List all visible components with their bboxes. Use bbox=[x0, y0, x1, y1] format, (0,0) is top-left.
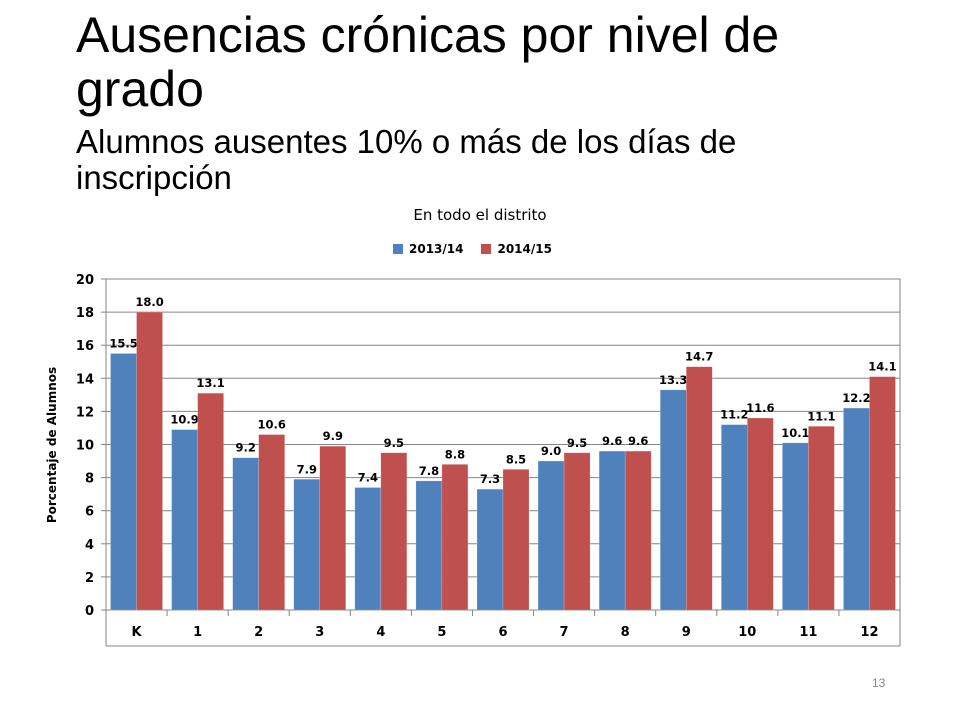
data-label: 9.5 bbox=[384, 436, 404, 450]
bar-8-series-1 bbox=[598, 450, 626, 611]
data-label: 7.8 bbox=[419, 464, 439, 478]
data-label: 9.6 bbox=[602, 434, 622, 448]
bar-8-series-2 bbox=[624, 450, 652, 611]
data-label: 11.6 bbox=[746, 401, 774, 415]
data-label: 8.8 bbox=[445, 447, 465, 461]
bar-2-series-1 bbox=[232, 457, 259, 611]
bar-2-series-2 bbox=[258, 434, 285, 611]
data-label: 9.9 bbox=[323, 429, 343, 443]
data-label: 13.1 bbox=[196, 376, 224, 390]
bar-7-series-1 bbox=[537, 460, 565, 611]
bar-4-series-1 bbox=[354, 487, 382, 611]
chart-legend: 2013/14 2014/15 bbox=[393, 242, 570, 256]
bar-K-series-1 bbox=[110, 353, 137, 611]
data-label: 14.1 bbox=[868, 360, 896, 374]
x-tick-label: 7 bbox=[560, 625, 569, 640]
data-label: 9.2 bbox=[236, 441, 256, 455]
bar-4-series-2 bbox=[380, 452, 408, 611]
data-label: 8.5 bbox=[506, 452, 526, 466]
bar-11-series-2 bbox=[808, 426, 835, 611]
legend-swatch-series-2 bbox=[481, 244, 492, 254]
bar-7-series-2 bbox=[563, 452, 591, 611]
data-label: 10.6 bbox=[258, 418, 286, 432]
data-label: 9.0 bbox=[541, 444, 561, 458]
y-tick-label: 12 bbox=[76, 405, 94, 420]
y-tick-label: 4 bbox=[85, 538, 94, 553]
bar-K-series-2 bbox=[136, 311, 163, 611]
x-tick-label: 3 bbox=[315, 625, 324, 640]
y-tick-label: 16 bbox=[76, 339, 94, 354]
y-tick-label: 0 bbox=[85, 604, 94, 619]
bar-9-series-1 bbox=[659, 389, 687, 611]
x-tick-label: 6 bbox=[498, 625, 507, 640]
data-label: 10.9 bbox=[170, 413, 198, 427]
x-tick-label: 2 bbox=[254, 625, 263, 640]
x-tick-label: 11 bbox=[799, 625, 817, 640]
data-label: 10.1 bbox=[781, 426, 809, 440]
bar-9-series-2 bbox=[685, 366, 713, 611]
bar-12-series-2 bbox=[869, 376, 896, 611]
legend-swatch-series-1 bbox=[393, 244, 403, 254]
y-tick-label: 18 bbox=[76, 306, 94, 321]
data-label: 7.3 bbox=[480, 472, 500, 486]
bar-10-series-2 bbox=[747, 417, 774, 611]
y-tick-label: 2 bbox=[85, 571, 94, 586]
x-tick-label: K bbox=[131, 625, 142, 640]
data-label: 7.4 bbox=[358, 471, 378, 485]
bar-1-series-1 bbox=[171, 429, 198, 611]
slide-subtitle: Alumnos ausentes 10% o más de los días d… bbox=[76, 123, 737, 196]
bar-12-series-1 bbox=[843, 407, 870, 611]
bar-3-series-2 bbox=[319, 445, 347, 611]
bar-5-series-2 bbox=[441, 464, 469, 611]
legend-label-series-2: 2014/15 bbox=[497, 242, 552, 256]
y-tick-label: 6 bbox=[85, 505, 94, 520]
legend-item-series-2: 2014/15 bbox=[481, 242, 552, 256]
data-label: 11.1 bbox=[807, 409, 835, 423]
data-label: 9.6 bbox=[628, 434, 648, 448]
bar-6-series-2 bbox=[502, 469, 530, 611]
y-tick-label: 20 bbox=[76, 273, 94, 288]
x-tick-label: 1 bbox=[193, 625, 202, 640]
data-label: 11.2 bbox=[720, 408, 748, 422]
bar-11-series-1 bbox=[782, 442, 809, 611]
data-label: 13.3 bbox=[659, 373, 687, 387]
y-tick-label: 10 bbox=[76, 439, 94, 454]
x-tick-label: 8 bbox=[621, 625, 630, 640]
bar-6-series-1 bbox=[476, 488, 504, 611]
data-label: 18.0 bbox=[135, 295, 163, 309]
x-tick-label: 10 bbox=[738, 625, 756, 640]
data-label: 14.7 bbox=[685, 350, 713, 364]
data-label: 7.9 bbox=[297, 462, 317, 476]
bar-5-series-1 bbox=[415, 480, 443, 611]
x-tick-label: 5 bbox=[437, 625, 446, 640]
data-label: 12.2 bbox=[842, 391, 870, 405]
data-label: 15.5 bbox=[109, 336, 137, 350]
x-tick-label: 12 bbox=[860, 625, 878, 640]
bar-10-series-1 bbox=[721, 424, 748, 611]
data-label: 9.5 bbox=[567, 436, 587, 450]
slide-title: Ausencias crónicas por nivel de grado bbox=[76, 7, 780, 117]
chart-title: En todo el distrito bbox=[413, 206, 547, 224]
bar-3-series-1 bbox=[293, 479, 321, 611]
page-number: 13 bbox=[872, 676, 886, 690]
bar-1-series-2 bbox=[197, 392, 224, 611]
y-tick-label: 8 bbox=[85, 472, 94, 487]
legend-item-series-1: 2013/14 bbox=[393, 242, 463, 256]
x-tick-label: 9 bbox=[682, 625, 691, 640]
x-tick-label: 4 bbox=[376, 625, 385, 640]
y-tick-label: 14 bbox=[76, 372, 94, 387]
legend-label-series-1: 2013/14 bbox=[409, 242, 464, 256]
